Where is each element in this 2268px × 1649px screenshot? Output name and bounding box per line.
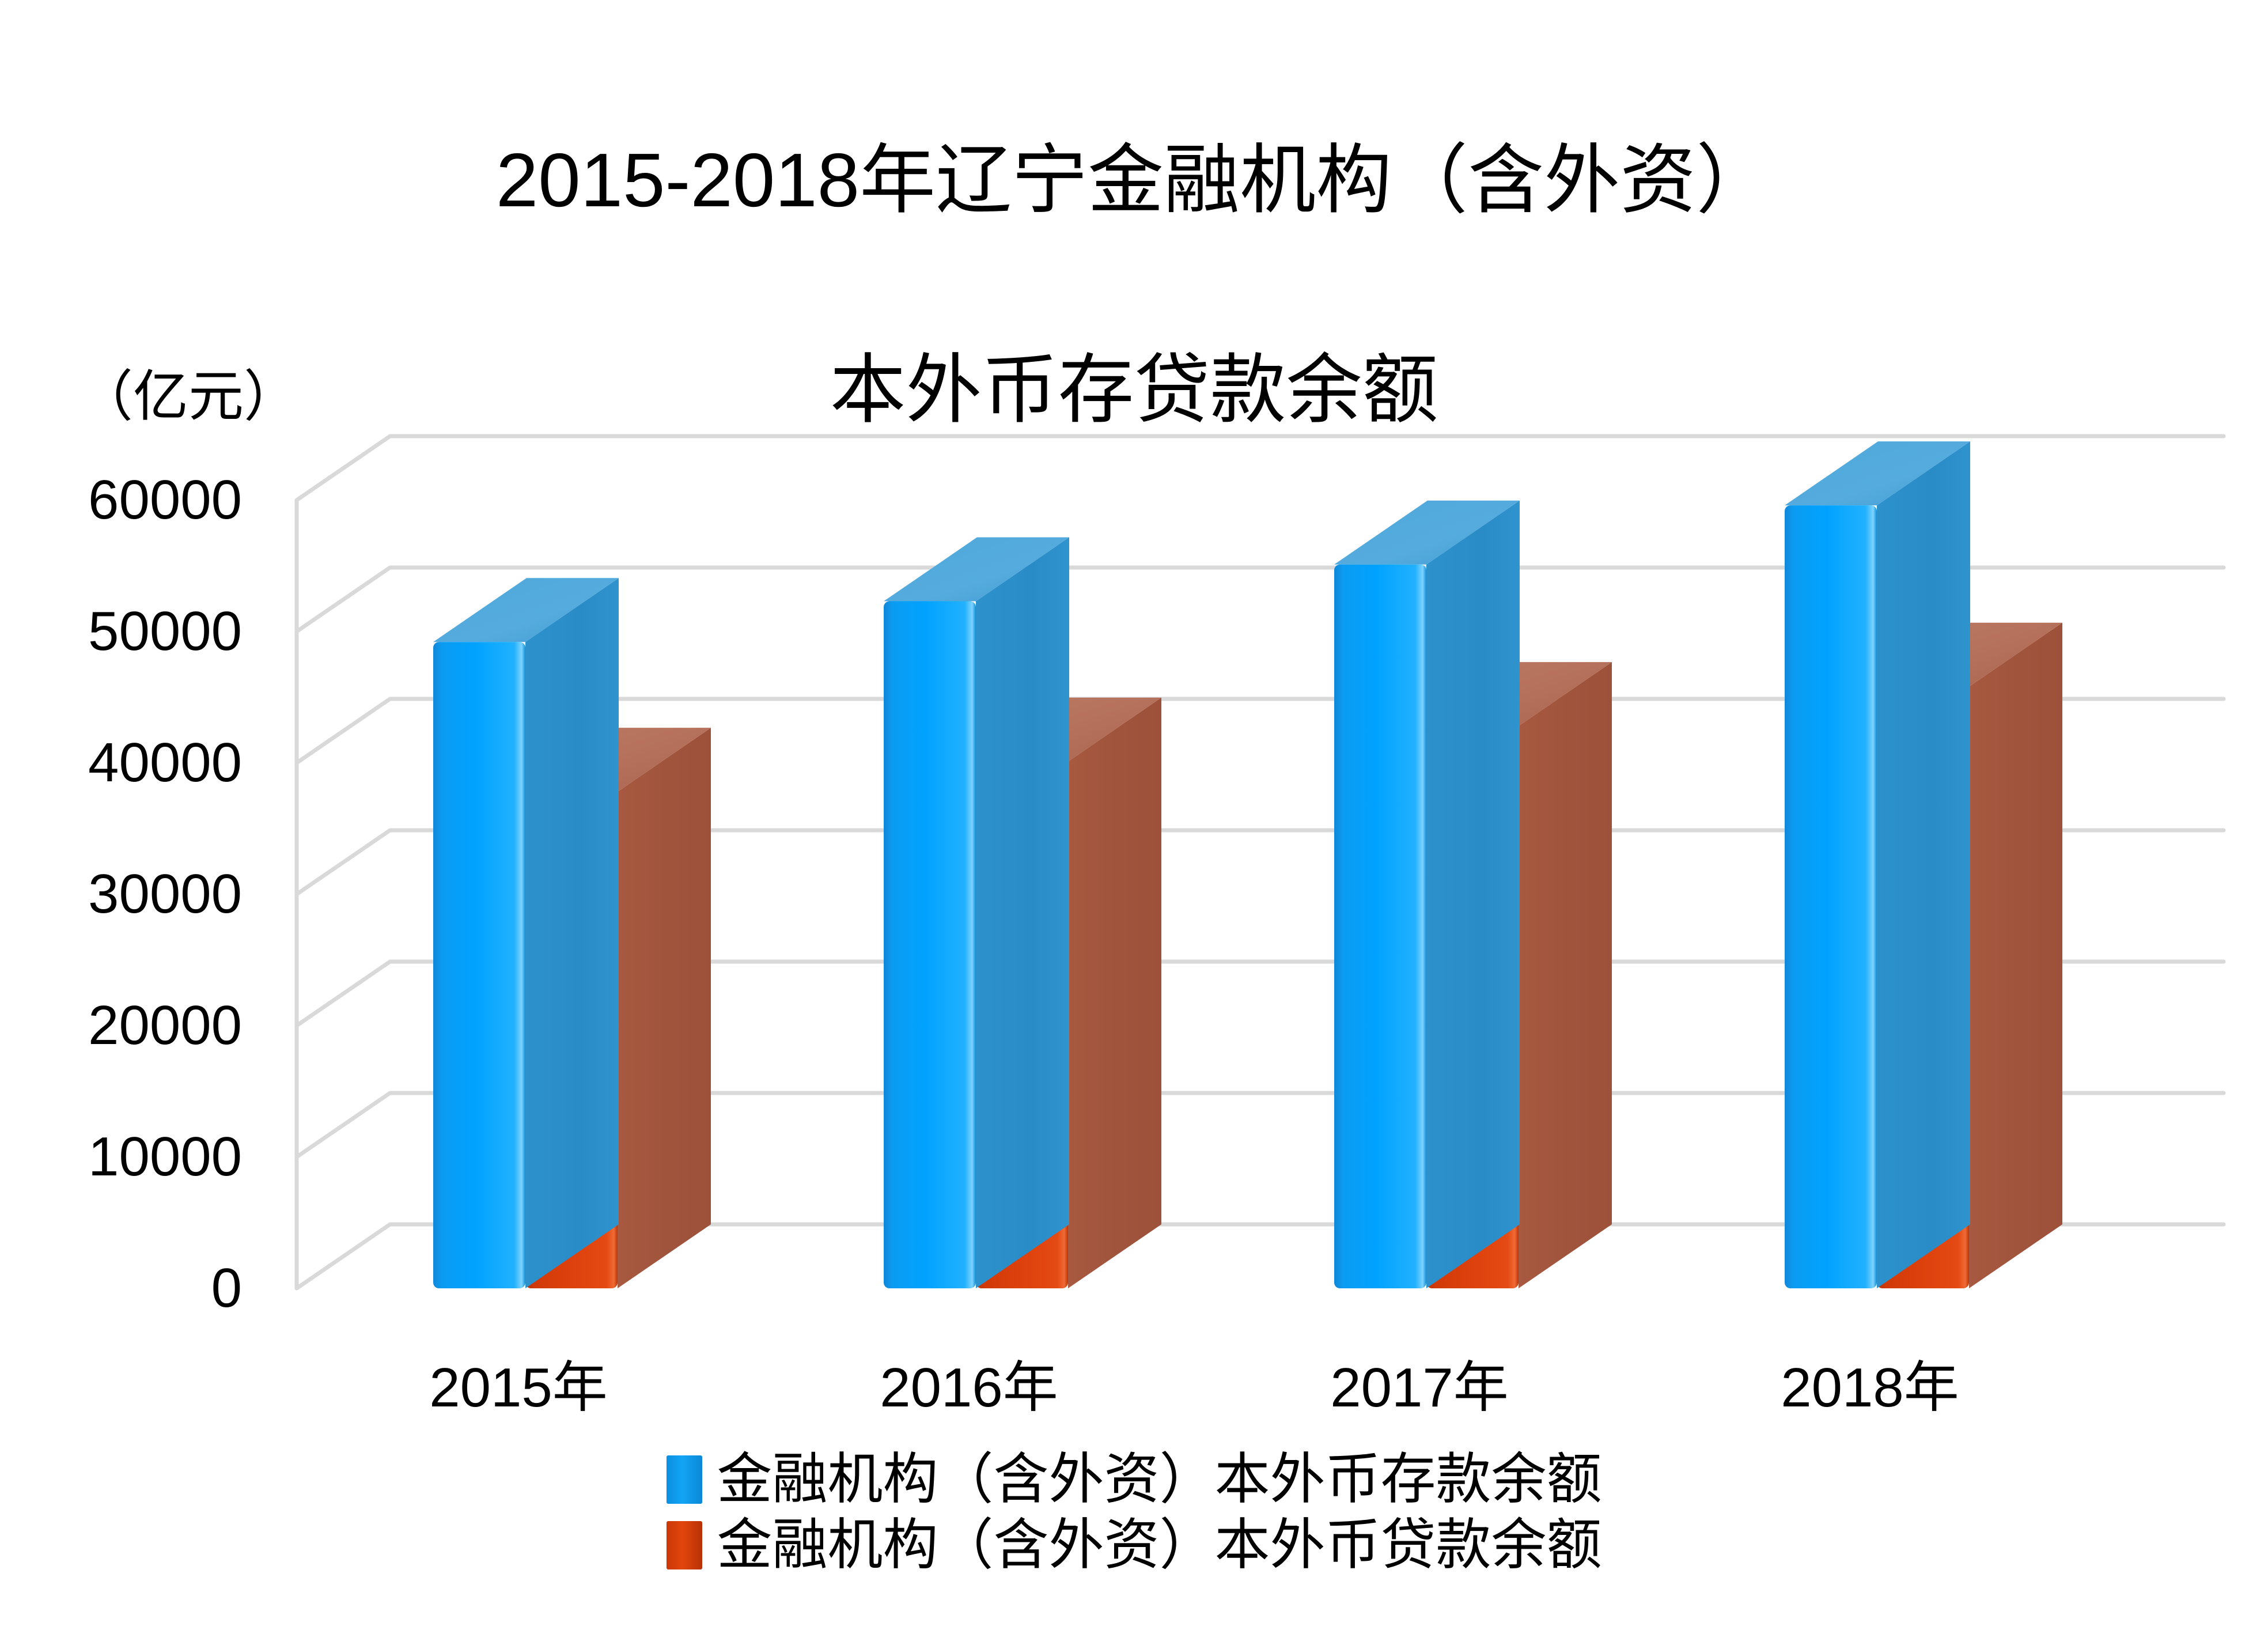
bar-front-face <box>1334 564 1426 1288</box>
bar-side-face <box>525 578 619 1288</box>
legend-swatch-deposits <box>666 1455 702 1504</box>
legend-item-deposits[interactable]: 金融机构（含外资）本外币存款余额 <box>0 1452 2268 1507</box>
bar-deposits-2018年[interactable] <box>1785 441 1970 1288</box>
x-tick-label-2018: 2018年 <box>1781 1357 1959 1419</box>
bar-deposits-2016年[interactable] <box>884 537 1069 1288</box>
y-tick-label: 10000 <box>88 1126 242 1187</box>
gridline <box>294 565 2226 634</box>
page-title: 2015-2018年辽宁金融机构（含外资） 本外币存贷款余额 <box>0 23 2268 548</box>
legend: 金融机构（含外资）本外币存款余额 金融机构（含外资）本外币贷款余额 <box>0 1452 2268 1583</box>
bar-deposits-2015年[interactable] <box>433 578 619 1288</box>
bars <box>433 441 2062 1288</box>
y-tick-label: 40000 <box>88 732 242 793</box>
bar-side-face <box>1877 441 1970 1288</box>
y-tick-label: 50000 <box>88 600 242 662</box>
bar-top-face <box>1334 500 1520 565</box>
y-tick-label: 60000 <box>88 469 242 531</box>
bar-side-face <box>1426 500 1520 1288</box>
legend-label-deposits: 金融机构（含外资）本外币存款余额 <box>717 1448 1602 1510</box>
x-tick-label-2017: 2017年 <box>1330 1357 1509 1419</box>
bar-side-face <box>618 728 711 1288</box>
gridline <box>294 828 2226 897</box>
bar-front-face <box>1785 505 1877 1288</box>
bar-top-face <box>1785 441 1970 506</box>
title-line-1: 2015-2018年辽宁金融机构（含外资） <box>495 138 1773 223</box>
legend-label-loans: 金融机构（含外资）本外币贷款余额 <box>717 1514 1602 1576</box>
bar-top-face <box>884 537 1069 602</box>
y-tick-label: 0 <box>211 1257 242 1319</box>
gridline <box>294 434 2226 502</box>
title-line-2: 本外币存贷款余额 <box>830 347 1438 433</box>
gridline <box>294 1091 2226 1159</box>
x-tick-label-2016: 2016年 <box>880 1357 1058 1419</box>
bar-side-face <box>1519 662 1612 1288</box>
y-tick-label: 20000 <box>88 994 242 1056</box>
bar-front-face <box>433 642 525 1288</box>
gridline <box>294 1222 2226 1291</box>
gridlines <box>294 434 2226 1291</box>
bar-side-face <box>1969 622 2062 1288</box>
legend-item-loans[interactable]: 金融机构（含外资）本外币贷款余额 <box>0 1518 2268 1573</box>
y-tick-label: 30000 <box>88 863 242 925</box>
bar-top-face <box>433 578 619 642</box>
bar-side-face <box>1068 697 1161 1288</box>
bar-front-face <box>884 601 976 1288</box>
x-tick-label-2015: 2015年 <box>429 1357 608 1419</box>
bar-side-face <box>976 537 1069 1288</box>
bar-deposits-2017年[interactable] <box>1334 500 1520 1288</box>
gridline <box>294 959 2226 1028</box>
y-axis-unit-label: （亿元） <box>78 366 299 428</box>
y-axis-tick-labels: 60000 50000 40000 30000 20000 10000 0 <box>0 0 242 1649</box>
legend-swatch-loans <box>666 1521 702 1569</box>
gridline <box>294 697 2226 765</box>
axis-lines <box>294 500 299 1288</box>
